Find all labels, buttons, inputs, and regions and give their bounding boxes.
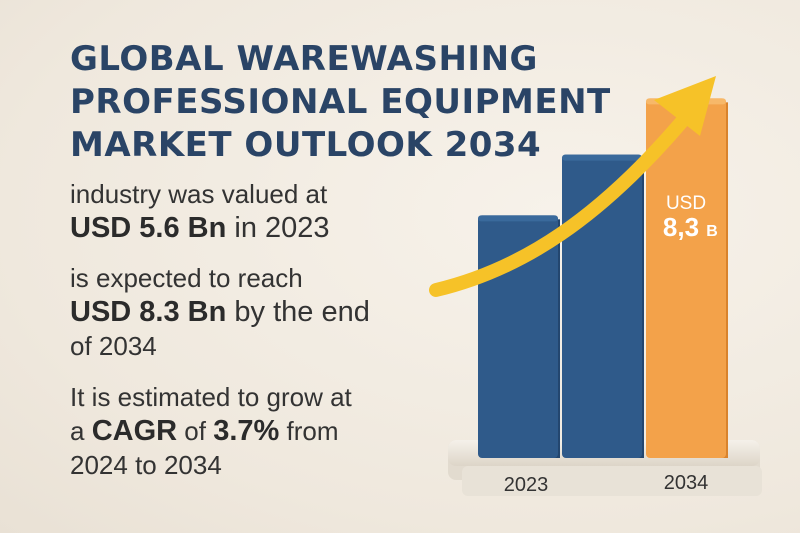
page-title: GLOBAL WAREWASHING PROFESSIONAL EQUIPMEN…	[70, 38, 630, 167]
cagr-label: CAGR	[91, 415, 178, 447]
bar-3	[646, 98, 726, 458]
cagr-value: 3.7%	[213, 415, 280, 447]
title-line: PROFESSIONAL EQUIPMENT	[70, 82, 611, 122]
bar-label-unit: B	[706, 223, 718, 240]
growth-from: from	[279, 416, 339, 446]
forecast-value-line: USD 8.3 Bn by the end	[70, 295, 370, 329]
valuation-block: industry was valued at USD 5.6 Bn in 202…	[70, 177, 330, 245]
forecast-suffix: by the end	[226, 296, 370, 328]
bar-label-value: 8,3	[663, 212, 699, 242]
trend-arrow-shaft	[429, 105, 697, 297]
valuation-2023: USD 5.6 Bn	[70, 212, 227, 244]
title-line: MARKET OUTLOOK 2034	[70, 125, 542, 165]
axis-label-2034: 2034	[664, 472, 709, 494]
trend-arrow-icon	[429, 76, 716, 297]
forecast-block: is expected to reach USD 8.3 Bn by the e…	[70, 261, 370, 363]
bar-2	[562, 154, 642, 458]
growth-a: a	[70, 416, 92, 446]
forecast-year: of 2034	[70, 331, 157, 361]
trend-arrow-head	[654, 76, 716, 136]
growth-cagr-line: a CAGR of 3.7% from	[70, 414, 352, 448]
title-line: GLOBAL WAREWASHING	[70, 39, 538, 79]
forecast-intro: is expected to reach	[70, 263, 303, 293]
bar-value-label: USD 8,3 B	[663, 193, 718, 242]
valuation-value-line: USD 5.6 Bn in 2023	[70, 211, 330, 245]
growth-intro: It is estimated to grow at	[70, 382, 352, 412]
bar-label-currency: USD	[666, 193, 706, 214]
axis-label-2023: 2023	[504, 474, 549, 496]
growth-block: It is estimated to grow at a CAGR of 3.7…	[70, 380, 352, 482]
bar-top	[562, 154, 642, 161]
valuation-intro: industry was valued at	[70, 179, 328, 209]
bar-top	[478, 215, 558, 222]
growth-range: 2024 to 2034	[70, 450, 222, 480]
forecast-2034: USD 8.3 Bn	[70, 296, 227, 328]
bars-group	[478, 98, 728, 458]
growth-of: of	[177, 416, 214, 446]
valuation-year: in 2023	[226, 212, 330, 244]
